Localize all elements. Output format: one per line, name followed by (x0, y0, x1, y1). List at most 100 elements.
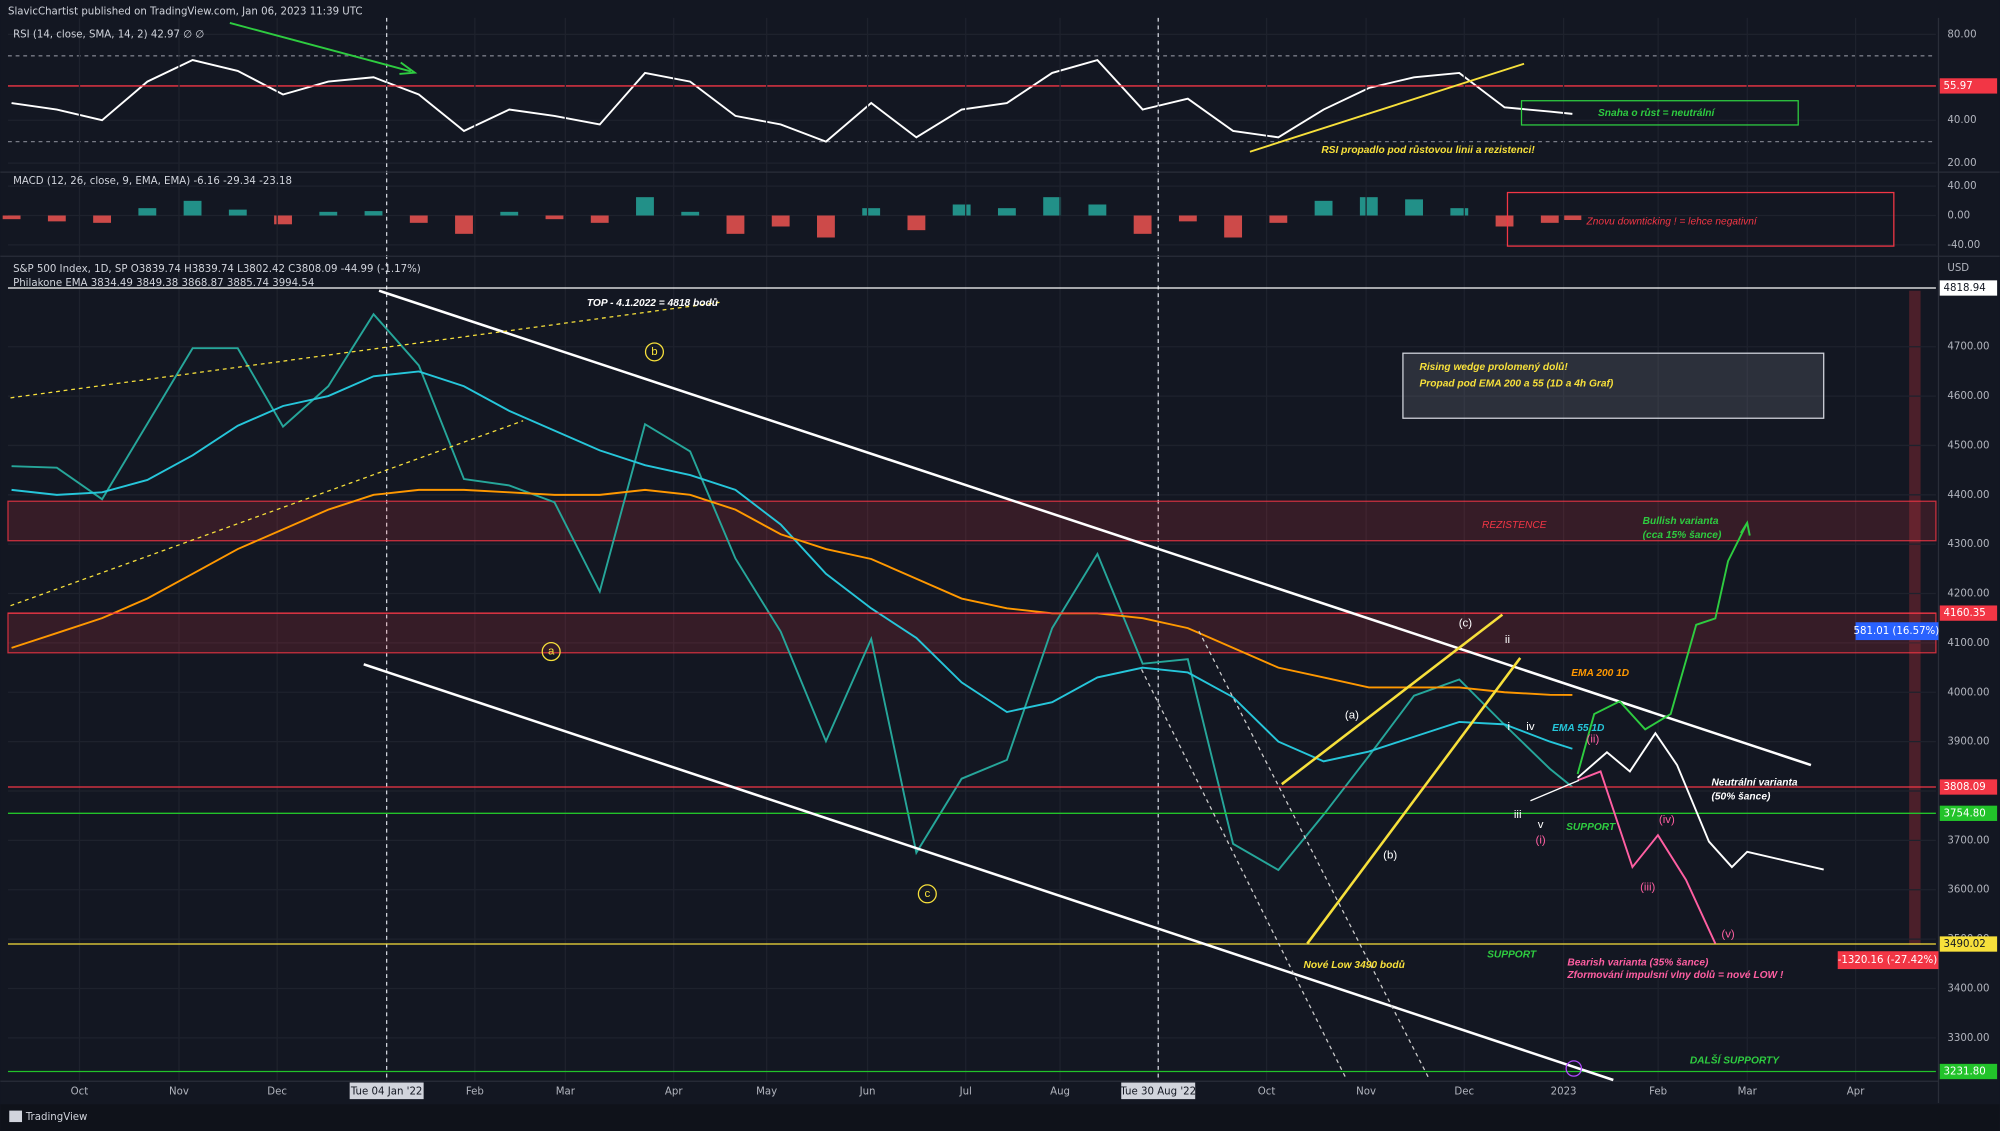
rsi-arrow (229, 22, 412, 73)
y-tick-label: 40.00 (1947, 115, 1976, 126)
histogram-bar (1043, 197, 1062, 216)
annotation: Zformování impulsní vlny dolů = nové LOW… (1566, 969, 1784, 981)
annotation: Rising wedge prolomený dolů! (1420, 361, 1569, 373)
annotation: Propad pod EMA 200 a 55 (1D a 4h Graf) (1420, 378, 1614, 389)
measure-box (1837, 951, 1939, 970)
level-label: 3231.80 (1944, 1066, 1986, 1077)
level-label-box (1939, 1063, 1998, 1080)
dashed-trend (10, 420, 524, 607)
level-label: 55.97 (1944, 81, 1973, 92)
level-label: 3808.09 (1944, 782, 1986, 793)
wave-label: iii (1514, 809, 1522, 821)
wave-circle (917, 884, 937, 904)
histogram-bar (500, 211, 519, 216)
x-tick-label: Dec (1454, 1086, 1474, 1097)
histogram-bar (455, 215, 473, 234)
channel-bottom (363, 663, 1614, 1082)
footer-logo (9, 1110, 23, 1123)
histogram-bar (636, 197, 654, 216)
wave-labels: (a) (b) (c) i ii iii iv v (i) (ii) (iii)… (548, 346, 1735, 941)
y-tick-label: 3700.00 (1947, 835, 1989, 846)
series-line (11, 58, 1573, 143)
y-tick-label: 3300.00 (1947, 1033, 1989, 1044)
wave-circle (644, 342, 665, 362)
annotation: SUPPORT (1566, 822, 1616, 833)
histogram-bar (1540, 215, 1559, 223)
frame (0, 17, 2000, 1103)
y-tick-label: 0.00 (1947, 210, 1970, 221)
note-box (1402, 352, 1825, 419)
neutral-path (1576, 731, 1824, 871)
histogram-bar (274, 215, 292, 225)
y-tick-label: 80.00 (1947, 29, 1976, 40)
annotation: Bullish varianta (1643, 516, 1719, 527)
histogram-bar (907, 215, 926, 231)
x-tick-label: Nov (1356, 1086, 1376, 1097)
wave-label: (iii) (1640, 881, 1655, 893)
wave-label: (b) (1383, 850, 1397, 862)
annotation: (50% šance) (1711, 792, 1770, 803)
zone (7, 612, 1937, 654)
footer-bar (0, 1104, 2000, 1131)
rsi-legend: RSI (14, close, SMA, 14, 2) 42.97 ∅ ∅ (13, 29, 204, 40)
x-tick-label: Jul (959, 1086, 972, 1097)
x-tick-label: Feb (466, 1086, 484, 1097)
wave-label: (ii) (1587, 734, 1600, 746)
level-label-box (1939, 280, 1998, 296)
wave-label: v (1538, 819, 1544, 831)
level-label: 4160.35 (1944, 608, 1986, 619)
histogram-bar (1178, 215, 1197, 222)
wedge-line (1306, 657, 1522, 945)
y-tick-label: 4100.00 (1947, 638, 1989, 649)
wave-label: a (548, 646, 555, 658)
y-tick-label: 20.00 (1947, 158, 1976, 169)
wave-label: (c) (1459, 618, 1473, 630)
y-tick-label: 40.00 (1947, 181, 1976, 192)
annotation: TOP - 4.1.2022 = 4818 bodů (587, 297, 719, 309)
wave-circle (1565, 1060, 1583, 1077)
x-tick-label: Aug (1050, 1086, 1070, 1097)
x-tick-label: Tue 04 Jan '22 (350, 1086, 423, 1097)
histogram-bar (1133, 215, 1152, 234)
y-tick-label: 4600.00 (1947, 391, 1989, 402)
wave-label: b (651, 346, 657, 358)
histogram-bar (2, 215, 21, 220)
dashed-trend (10, 301, 721, 399)
y-tick-label: 4400.00 (1947, 490, 1989, 501)
series-label: EMA 200 1D (1571, 668, 1630, 679)
histogram-bar (817, 215, 835, 238)
series-line (11, 488, 1573, 696)
wave-label: iv (1526, 721, 1535, 733)
histogram-bar (1495, 215, 1514, 227)
zone (7, 500, 1937, 542)
main-legend: Philakone EMA 3834.49 3849.38 3868.87 38… (13, 278, 314, 289)
annotation: SUPPORT (1487, 950, 1537, 961)
histogram-bar (1088, 204, 1107, 216)
wave-circle (541, 642, 561, 662)
macd-box (1506, 191, 1895, 247)
publisher: SlavicChartist published on TradingView.… (8, 6, 363, 17)
x-tick-label: Apr (1847, 1086, 1865, 1097)
y-tick-label: 4000.00 (1947, 687, 1989, 698)
wave-label: (a) (1345, 709, 1359, 721)
y-tick-label: 3900.00 (1947, 737, 1989, 748)
histogram-bar (409, 215, 428, 223)
wave-label: ii (1505, 634, 1510, 646)
histogram-bar (138, 208, 157, 216)
wave-label: c (924, 888, 930, 900)
x-tick-label: Feb (1649, 1086, 1667, 1097)
x-tick-label: Nov (169, 1086, 189, 1097)
histogram-bar (1224, 215, 1243, 238)
level-label-box (1939, 779, 1998, 795)
histogram-bar (1563, 215, 1582, 221)
y-tick-label: 3600.00 (1947, 885, 1989, 896)
level-label: 3490.02 (1944, 939, 1986, 950)
series-label: EMA 55 1D (1552, 723, 1605, 734)
level-label-box (1939, 805, 1998, 821)
y-tick-label: 4700.00 (1947, 342, 1989, 353)
annotation: Bearish varianta (35% šance) (1567, 957, 1709, 968)
wave-label: (i) (1536, 834, 1546, 846)
x-tick-highlight (1121, 1082, 1196, 1100)
wave-label: (v) (1721, 929, 1735, 941)
histogram-bar (681, 211, 700, 216)
